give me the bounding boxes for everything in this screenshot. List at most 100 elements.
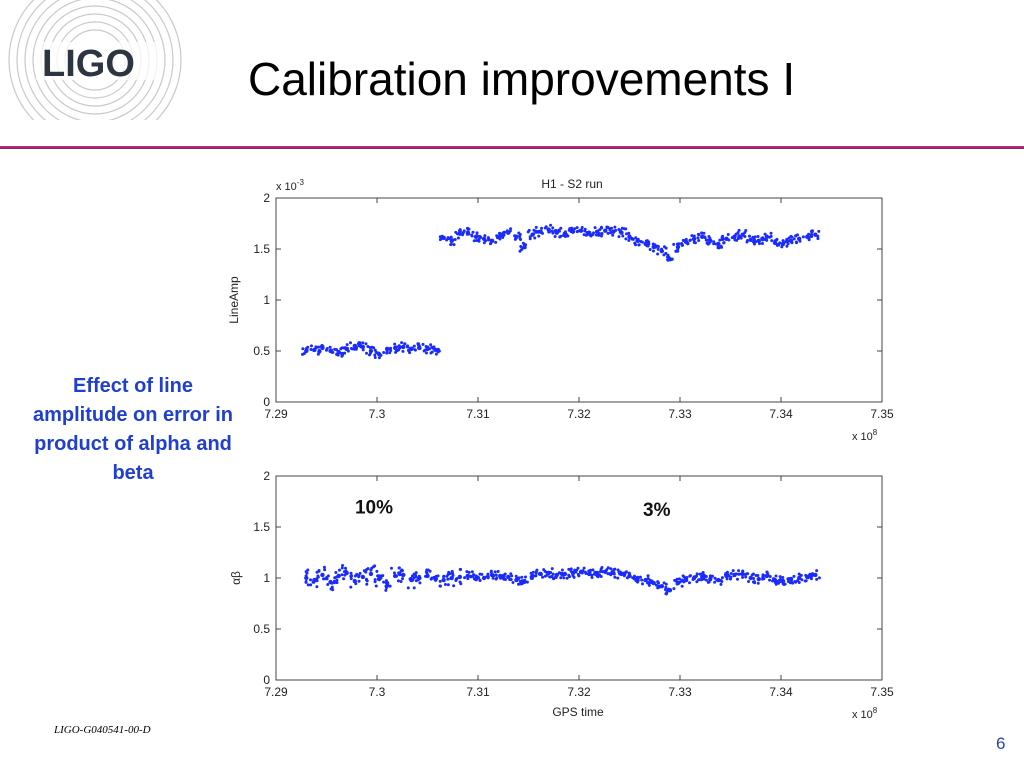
scatter-dot: [311, 580, 315, 584]
scatter-dot: [463, 576, 467, 580]
scatter-dot: [417, 346, 421, 350]
scatter-dot: [551, 572, 555, 576]
scatter-dot: [496, 569, 500, 573]
x-multiplier: x 108: [852, 706, 878, 721]
scatter-dot: [430, 350, 434, 354]
scatter-dot: [622, 227, 626, 231]
scatter-dot: [568, 575, 572, 579]
scatter-dot: [496, 236, 500, 240]
scatter-dot: [458, 229, 462, 233]
scatter-dot: [478, 572, 482, 576]
scatter-dot: [774, 574, 778, 578]
scatter-dot: [598, 570, 602, 574]
scatter-dot: [315, 579, 319, 583]
scatter-dot: [816, 237, 820, 241]
scatter-dot: [715, 578, 719, 582]
scatter-dot: [482, 241, 486, 245]
scatter-dot: [728, 577, 732, 581]
scatter-dot: [730, 236, 734, 240]
scatter-dot: [350, 574, 354, 578]
scatter-dot: [591, 568, 595, 572]
scatter-dot: [414, 579, 418, 583]
scatter-dot: [384, 579, 388, 583]
scatter-dot: [376, 351, 380, 355]
data-point: [368, 571, 374, 577]
scatter-dot: [712, 240, 716, 244]
scatter-dot: [447, 237, 451, 241]
scatter-dot: [786, 239, 790, 243]
scatter-dot: [675, 242, 679, 246]
scatter-dot: [401, 349, 405, 353]
scatter-dot: [770, 239, 774, 243]
scatter-dot: [475, 231, 479, 235]
x-tick-label: 7.29: [264, 407, 288, 421]
scatter-dot: [697, 239, 701, 243]
scatter-dot: [477, 239, 481, 243]
scatter-dot: [529, 576, 533, 580]
scatter-dot: [438, 584, 442, 588]
scatter-dot: [379, 576, 383, 580]
scatter-dot: [625, 232, 629, 236]
scatter-dot: [734, 232, 738, 236]
x-tick-label: 7.3: [369, 685, 386, 699]
scatter-dot: [414, 575, 418, 579]
scatter-dot: [493, 570, 497, 574]
scatter-dot: [702, 231, 706, 235]
scatter-dot: [627, 571, 631, 575]
scatter-dot: [699, 578, 703, 582]
scatter-dot: [633, 241, 637, 245]
scatter-dot: [749, 238, 753, 242]
x-tick-label: 7.31: [466, 685, 490, 699]
scatter-dot: [716, 246, 720, 250]
side-note: Effect of line amplitude on error in pro…: [32, 375, 234, 484]
scatter-dot: [603, 229, 607, 233]
scatter-dot: [465, 232, 469, 236]
scatter-dot: [424, 351, 428, 355]
scatter-dot: [306, 583, 310, 587]
scatter-dot: [803, 579, 807, 583]
scatter-dot: [593, 226, 597, 230]
scatter-dot: [686, 242, 690, 246]
scatter-dot: [385, 351, 389, 355]
scatter-dot: [656, 586, 660, 590]
scatter-dot: [534, 574, 538, 578]
y-tick-label: 2: [263, 191, 270, 205]
scatter-dot: [660, 247, 664, 251]
scatter-dot: [559, 576, 563, 580]
scatter-dot: [646, 574, 650, 578]
y-tick-label: 1: [263, 293, 270, 307]
scatter-dot: [743, 231, 747, 235]
scatter-dot: [509, 577, 513, 581]
scatter-dot: [702, 235, 706, 239]
scatter-dot: [569, 226, 573, 230]
scatter-dot: [302, 352, 306, 356]
scatter-dot: [785, 244, 789, 248]
scatter-dot: [606, 572, 610, 576]
scatter-dot: [672, 587, 676, 591]
scatter-dot: [756, 234, 760, 238]
x-tick-label: 7.32: [567, 685, 591, 699]
scatter-dot: [698, 572, 702, 576]
title-rule: [0, 146, 1024, 149]
scatter-dot: [418, 581, 422, 585]
scatter-dot: [537, 234, 541, 238]
scatter-dot: [465, 570, 469, 574]
data-point: [708, 576, 713, 582]
scatter-dot: [341, 351, 345, 355]
scatter-dot: [600, 231, 604, 235]
scatter-dot: [583, 227, 587, 231]
scatter-dot: [775, 237, 779, 241]
scatter-dot: [509, 227, 513, 231]
scatter-dot: [325, 577, 329, 581]
scatter-dot: [353, 574, 357, 578]
scatter-dot: [384, 586, 388, 590]
scatter-dot: [443, 583, 447, 587]
scatter-dot: [438, 238, 442, 242]
scatter-dot: [781, 576, 785, 580]
scatter-dot: [816, 234, 820, 238]
scatter-dot: [751, 235, 755, 239]
scatter-dot: [815, 577, 819, 581]
scatter-dot: [534, 571, 538, 575]
scatter-dot: [541, 575, 545, 579]
scatter-dot: [798, 239, 802, 243]
